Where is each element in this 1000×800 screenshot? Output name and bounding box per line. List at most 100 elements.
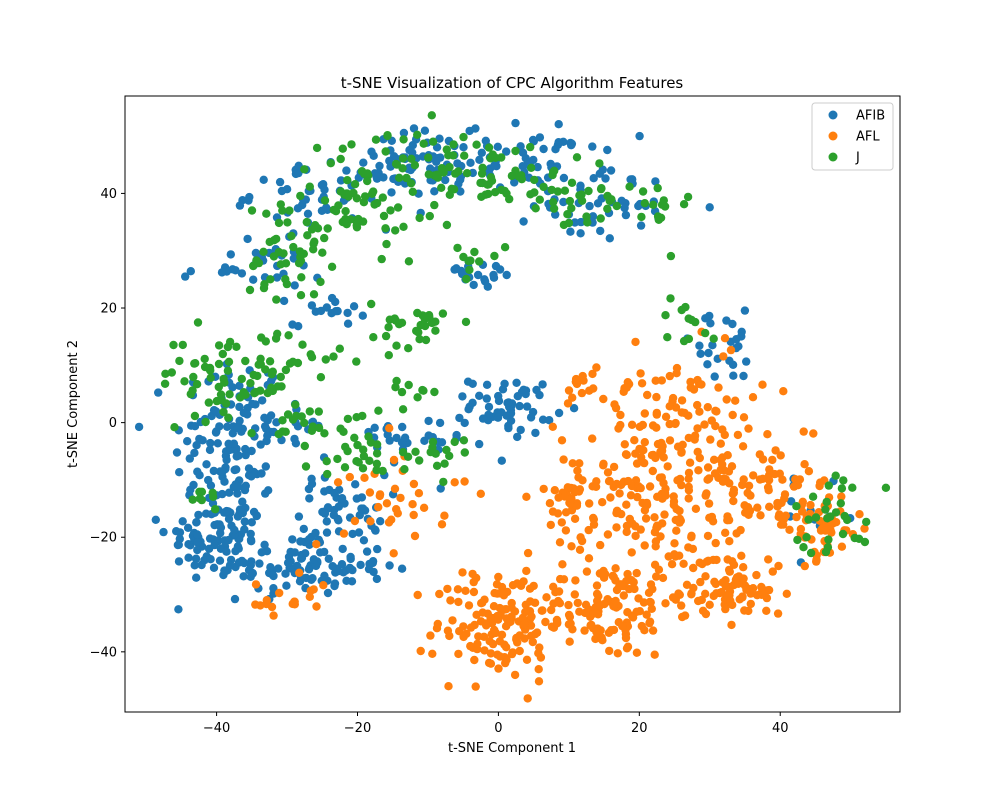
point-afl <box>275 588 284 598</box>
point-afl <box>721 528 730 537</box>
point-j <box>549 167 558 177</box>
point-j <box>309 245 318 254</box>
point-afib <box>441 175 450 185</box>
point-afl <box>667 560 677 569</box>
point-afl <box>557 518 566 527</box>
point-j <box>283 218 292 227</box>
point-afib <box>551 145 560 154</box>
point-afl <box>480 646 489 655</box>
point-j <box>559 220 569 230</box>
point-afib <box>710 372 719 381</box>
point-j <box>563 210 572 219</box>
point-afib <box>309 555 318 564</box>
point-j <box>266 275 275 284</box>
point-afl <box>413 590 422 600</box>
point-afl <box>603 530 613 539</box>
point-j <box>250 389 259 398</box>
point-afl <box>695 407 704 416</box>
point-afl <box>742 585 751 594</box>
point-afl <box>464 601 474 610</box>
point-afl <box>564 600 573 610</box>
point-j <box>369 333 378 342</box>
point-j <box>193 318 203 327</box>
point-afib <box>235 402 244 412</box>
point-afl <box>661 599 670 608</box>
point-afib <box>515 401 524 411</box>
point-j <box>822 497 831 507</box>
point-afl <box>649 450 658 460</box>
point-afl <box>628 613 638 622</box>
point-afl <box>627 548 636 557</box>
point-j <box>273 382 282 391</box>
point-afib <box>742 357 751 366</box>
point-afl <box>621 633 631 643</box>
point-afib <box>320 185 329 194</box>
point-afib <box>346 552 355 562</box>
point-j <box>178 340 187 350</box>
point-afib <box>356 560 365 570</box>
point-afib <box>240 517 249 526</box>
point-j <box>300 418 309 428</box>
point-j <box>204 398 213 407</box>
point-j <box>320 429 329 438</box>
point-j <box>160 379 170 388</box>
point-afib <box>184 553 193 562</box>
point-afl <box>527 612 536 621</box>
x-tick-label: 20 <box>631 721 648 736</box>
point-j <box>572 153 582 162</box>
data-points <box>134 111 891 703</box>
point-afl <box>642 610 651 619</box>
point-afib <box>513 432 522 442</box>
point-afl <box>567 542 576 551</box>
point-j <box>359 451 369 461</box>
point-j <box>442 220 452 230</box>
point-afl <box>798 497 807 506</box>
point-afl <box>694 596 703 606</box>
point-j <box>189 372 198 382</box>
point-afl <box>592 627 601 637</box>
point-afl <box>622 644 632 653</box>
point-afib <box>233 423 242 433</box>
point-afib <box>359 536 369 545</box>
point-afl <box>588 369 597 379</box>
point-j <box>398 405 408 414</box>
point-j <box>526 190 535 199</box>
point-afib <box>519 385 528 394</box>
point-afl <box>682 580 692 589</box>
point-j <box>309 290 319 299</box>
point-j <box>301 462 311 471</box>
point-j <box>584 186 593 196</box>
point-afl <box>780 494 789 503</box>
point-afl <box>640 541 649 550</box>
point-afib <box>358 311 367 320</box>
point-j <box>297 273 306 282</box>
point-afl <box>501 658 510 668</box>
point-afl <box>712 407 721 416</box>
point-afib <box>181 272 190 281</box>
point-afib <box>240 485 250 495</box>
point-j <box>283 410 293 419</box>
point-afl <box>686 377 695 387</box>
point-afl <box>476 489 485 498</box>
point-afl <box>390 484 400 493</box>
point-j <box>823 514 832 523</box>
point-afib <box>211 407 221 416</box>
point-afl <box>443 626 453 635</box>
point-afib <box>367 147 376 156</box>
point-afib <box>234 482 243 491</box>
point-afl <box>619 581 628 591</box>
point-afib <box>504 421 513 431</box>
point-j <box>261 337 270 346</box>
point-afl <box>670 539 679 548</box>
point-j <box>459 132 468 142</box>
point-afl <box>785 525 794 534</box>
point-afib <box>249 275 258 284</box>
point-afib <box>512 378 521 387</box>
point-afl <box>773 502 782 511</box>
point-afib <box>230 594 240 604</box>
point-j <box>445 162 454 172</box>
point-afl <box>530 598 540 607</box>
point-j <box>170 423 179 432</box>
point-afl <box>613 649 622 658</box>
point-afl <box>705 600 714 609</box>
